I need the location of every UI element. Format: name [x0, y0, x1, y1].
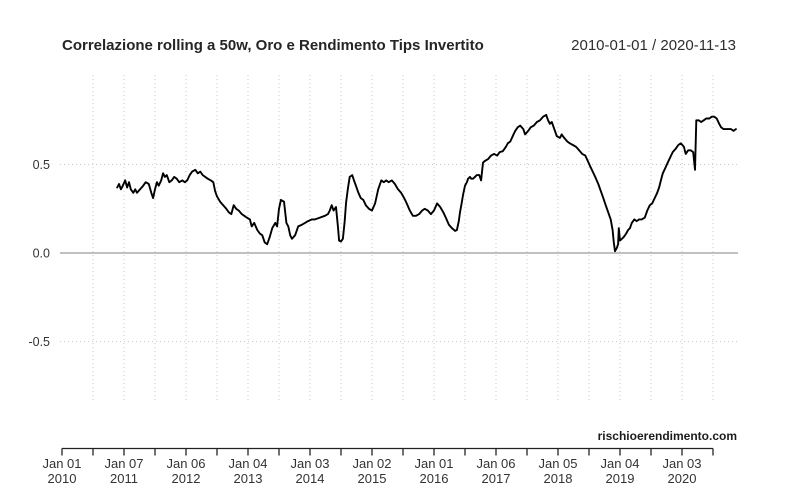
y-tick-label: 0.5: [33, 158, 50, 172]
chart-title: Correlazione rolling a 50w, Oro e Rendim…: [62, 37, 484, 54]
x-tick-label-date: Jan 03: [290, 456, 329, 471]
x-tick-label-date: Jan 05: [538, 456, 577, 471]
correlation-series-line: [116, 113, 737, 253]
x-tick-label-year: 2012: [172, 471, 201, 486]
x-tick-label-year: 2014: [296, 471, 325, 486]
x-tick-label-date: Jan 06: [166, 456, 205, 471]
y-tick-label: -0.5: [28, 335, 50, 349]
y-tick-label: 0.0: [33, 247, 50, 261]
x-tick-label-year: 2019: [606, 471, 635, 486]
x-tick-label-date: Jan 07: [104, 456, 143, 471]
x-tick-label-date: Jan 03: [662, 456, 701, 471]
x-tick-label-year: 2015: [358, 471, 387, 486]
date-range-label: 2010-01-01 / 2020-11-13: [571, 37, 736, 54]
watermark-text: rischioerendimento.com: [597, 429, 737, 443]
x-tick-label-date: Jan 06: [476, 456, 515, 471]
x-tick-label-date: Jan 01: [414, 456, 453, 471]
x-tick-label-year: 2017: [482, 471, 511, 486]
x-tick-label-date: Jan 02: [352, 456, 391, 471]
x-tick-label-year: 2018: [544, 471, 573, 486]
x-tick-label-date: Jan 01: [42, 456, 81, 471]
x-tick-label-date: Jan 04: [228, 456, 267, 471]
x-tick-label-year: 2011: [110, 471, 138, 486]
x-tick-label-year: 2013: [234, 471, 263, 486]
x-tick-label-year: 2010: [48, 471, 77, 486]
x-tick-label-year: 2016: [420, 471, 449, 486]
x-tick-label-date: Jan 04: [600, 456, 639, 471]
x-tick-label-year: 2020: [668, 471, 697, 486]
